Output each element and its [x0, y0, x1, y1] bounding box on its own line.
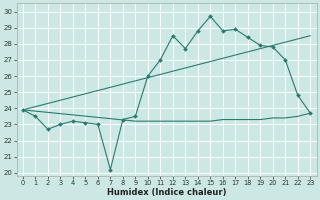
X-axis label: Humidex (Indice chaleur): Humidex (Indice chaleur) — [107, 188, 226, 197]
